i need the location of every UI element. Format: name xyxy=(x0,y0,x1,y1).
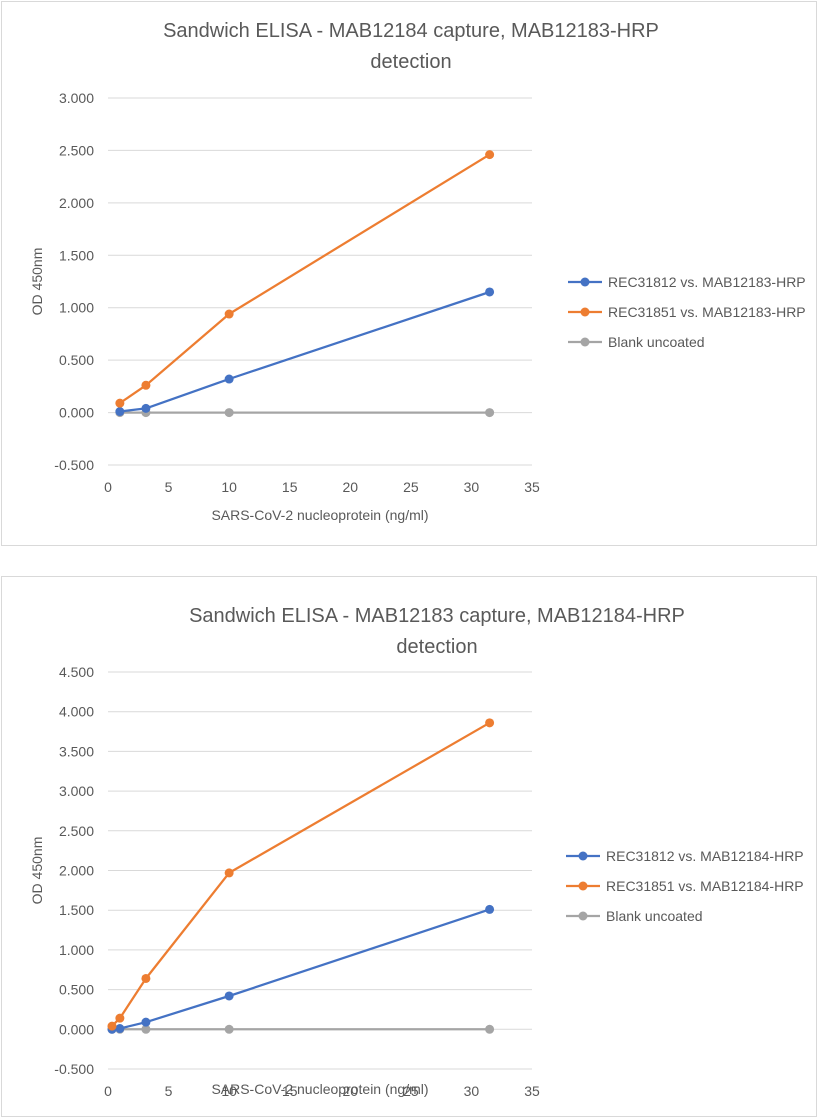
data-point-series-3 xyxy=(224,1024,234,1034)
y-tick-label: 3.500 xyxy=(59,743,94,759)
x-tick-label: 30 xyxy=(464,1083,480,1099)
data-point-series-3 xyxy=(485,408,495,418)
data-point-series-3 xyxy=(485,1024,495,1034)
y-tick-label: 0.500 xyxy=(59,352,94,368)
data-point-series-1 xyxy=(141,1017,151,1027)
y-tick-label: 0.000 xyxy=(59,405,94,421)
x-tick-label: 10 xyxy=(221,479,237,495)
data-point-series-3 xyxy=(224,408,234,418)
legend-label-2: REC31851 vs. MAB12183-HRP xyxy=(608,304,806,320)
legend-label-1: REC31812 vs. MAB12183-HRP xyxy=(608,274,806,290)
legend-marker-2 xyxy=(578,881,588,891)
data-point-series-1 xyxy=(141,403,151,413)
y-tick-label: 3.000 xyxy=(59,783,94,799)
y-tick-label: 3.000 xyxy=(59,90,94,106)
x-tick-label: 20 xyxy=(342,479,358,495)
chart-title-line: detection xyxy=(396,636,477,658)
x-tick-label: 0 xyxy=(104,479,112,495)
chart-panel-2: Sandwich ELISA - MAB12183 capture, MAB12… xyxy=(1,576,817,1117)
y-tick-label: 4.500 xyxy=(59,664,94,680)
x-tick-label: 25 xyxy=(403,479,419,495)
y-axis-title: OD 450nm xyxy=(29,837,45,905)
x-tick-label: 25 xyxy=(403,1083,419,1099)
chart-1-svg: Sandwich ELISA - MAB12184 capture, MAB12… xyxy=(29,20,806,523)
y-tick-label: 0.500 xyxy=(59,982,94,998)
y-tick-label: 1.000 xyxy=(59,300,94,316)
legend-marker-3 xyxy=(580,337,590,347)
x-tick-label: 5 xyxy=(165,1083,173,1099)
x-axis-title: SARS-CoV-2 nucleoprotein (ng/ml) xyxy=(211,1081,428,1097)
x-tick-label: 20 xyxy=(342,1083,358,1099)
y-tick-label: 0.000 xyxy=(59,1021,94,1037)
x-axis-title: SARS-CoV-2 nucleoprotein (ng/ml) xyxy=(211,507,428,523)
y-tick-label: -0.500 xyxy=(54,1061,94,1077)
data-point-series-2 xyxy=(107,1021,117,1031)
data-point-series-1 xyxy=(115,407,125,417)
chart-title-line: detection xyxy=(370,51,451,73)
data-point-series-1 xyxy=(115,1024,125,1034)
x-tick-label: 15 xyxy=(282,1083,298,1099)
legend-marker-1 xyxy=(578,851,588,861)
y-tick-label: 1.000 xyxy=(59,942,94,958)
data-point-series-1 xyxy=(485,287,495,297)
series-line-2 xyxy=(111,721,491,1027)
legend-marker-3 xyxy=(578,911,588,921)
y-tick-label: 2.500 xyxy=(59,823,94,839)
y-tick-label: 2.000 xyxy=(59,863,94,879)
data-point-series-2 xyxy=(485,150,495,160)
y-tick-label: 2.500 xyxy=(59,142,94,158)
legend-label-1: REC31812 vs. MAB12184-HRP xyxy=(606,848,804,864)
data-point-series-2 xyxy=(141,973,151,983)
legend-label-3: Blank uncoated xyxy=(608,334,705,350)
data-point-series-2 xyxy=(115,398,125,408)
data-point-series-2 xyxy=(485,718,495,728)
data-point-series-2 xyxy=(115,1013,125,1023)
data-point-series-2 xyxy=(224,309,234,319)
legend-marker-2 xyxy=(580,307,590,317)
series-line-1 xyxy=(119,290,490,413)
legend-label-3: Blank uncoated xyxy=(606,908,703,924)
data-point-series-2 xyxy=(224,868,234,878)
data-point-series-1 xyxy=(224,374,234,384)
data-point-series-1 xyxy=(224,991,234,1001)
x-tick-label: 10 xyxy=(221,1083,237,1099)
x-tick-label: 15 xyxy=(282,479,298,495)
series-line-1 xyxy=(111,908,490,1031)
y-tick-label: 1.500 xyxy=(59,902,94,918)
y-tick-label: 4.000 xyxy=(59,704,94,720)
data-point-series-3 xyxy=(141,1024,151,1034)
data-point-series-1 xyxy=(485,904,495,914)
x-tick-label: 0 xyxy=(104,1083,112,1099)
x-tick-label: 35 xyxy=(524,1083,540,1099)
legend-marker-1 xyxy=(580,277,590,287)
chart-panel-1: Sandwich ELISA - MAB12184 capture, MAB12… xyxy=(1,1,817,546)
legend-label-2: REC31851 vs. MAB12184-HRP xyxy=(606,878,804,894)
data-point-series-2 xyxy=(141,380,151,390)
y-tick-label: 2.000 xyxy=(59,195,94,211)
y-tick-label: -0.500 xyxy=(54,457,94,473)
series-line-2 xyxy=(119,153,491,405)
x-tick-label: 30 xyxy=(464,479,480,495)
chart-2-svg: Sandwich ELISA - MAB12183 capture, MAB12… xyxy=(29,605,804,1099)
y-axis-title: OD 450nm xyxy=(29,248,45,316)
y-tick-label: 1.500 xyxy=(59,247,94,263)
x-tick-label: 35 xyxy=(524,479,540,495)
chart-title-line: Sandwich ELISA - MAB12183 capture, MAB12… xyxy=(189,605,685,627)
chart-title-line: Sandwich ELISA - MAB12184 capture, MAB12… xyxy=(163,20,659,42)
x-tick-label: 5 xyxy=(165,479,173,495)
